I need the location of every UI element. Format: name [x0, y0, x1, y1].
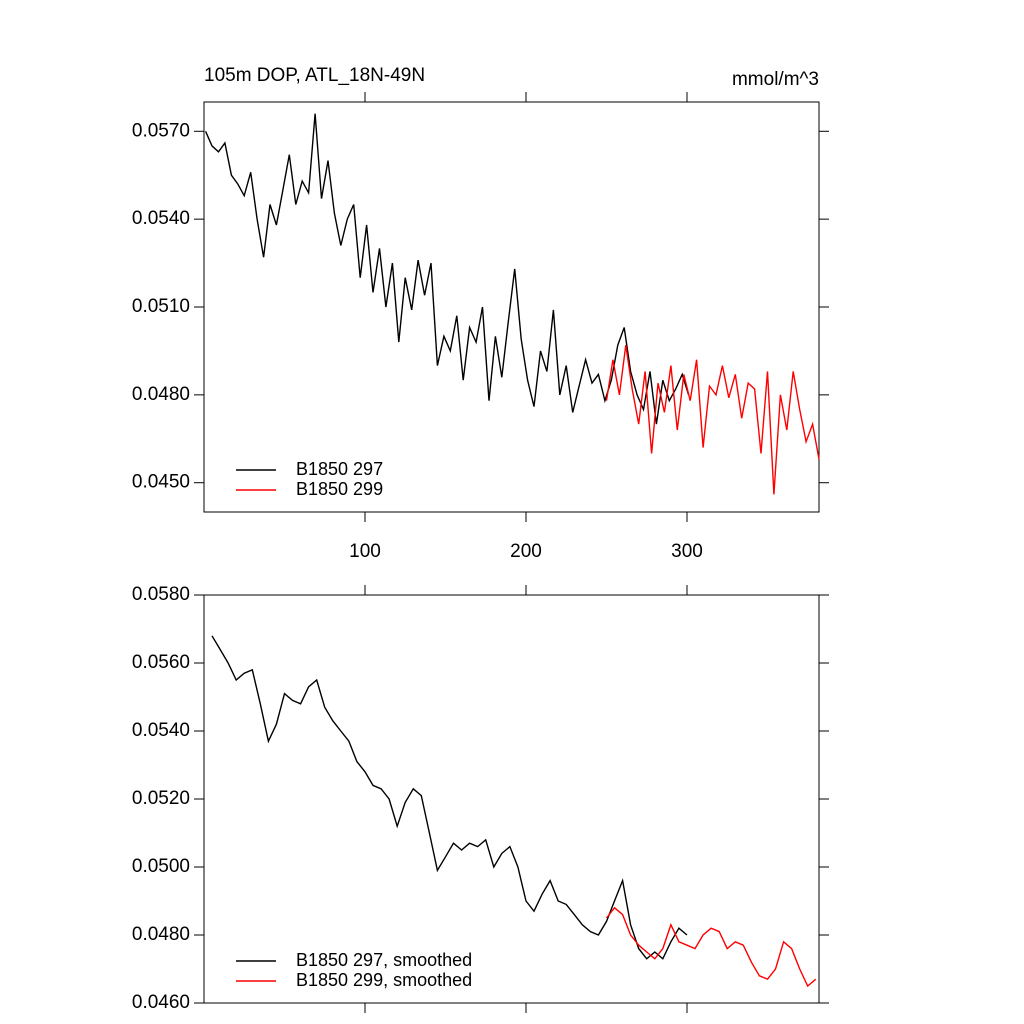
y-tick-label: 0.0560 [132, 652, 190, 673]
legend-label: B1850 297 [296, 459, 383, 479]
data-line [605, 906, 817, 988]
legend-label: B1850 297, smoothed [296, 950, 472, 970]
y-tick-label: 0.0540 [132, 720, 190, 741]
y-tick-label: 0.0570 [132, 120, 190, 141]
y-tick-label: 0.0510 [132, 296, 190, 317]
units-label: mmol/m^3 [732, 69, 819, 90]
y-tick-label: 0.0480 [132, 384, 190, 405]
legend-label: B1850 299 [296, 479, 383, 499]
x-tick-label: 200 [510, 541, 542, 562]
y-tick-label: 0.0520 [132, 788, 190, 809]
x-tick-label: 300 [671, 541, 703, 562]
y-tick-label: 0.0480 [132, 924, 190, 945]
y-tick-label: 0.0450 [132, 472, 190, 493]
plot-frame [203, 101, 820, 513]
data-line [605, 344, 820, 495]
y-tick-label: 0.0500 [132, 856, 190, 877]
plot-frame [203, 594, 820, 1004]
y-tick-label: 0.0460 [132, 992, 190, 1013]
x-tick-label: 100 [349, 541, 381, 562]
data-line [211, 635, 688, 960]
chart-title: 105m DOP, ATL_18N-49N [204, 65, 425, 86]
y-tick-label: 0.0540 [132, 208, 190, 229]
y-tick-label: 0.0580 [132, 584, 190, 605]
legend-label: B1850 299, smoothed [296, 970, 472, 990]
